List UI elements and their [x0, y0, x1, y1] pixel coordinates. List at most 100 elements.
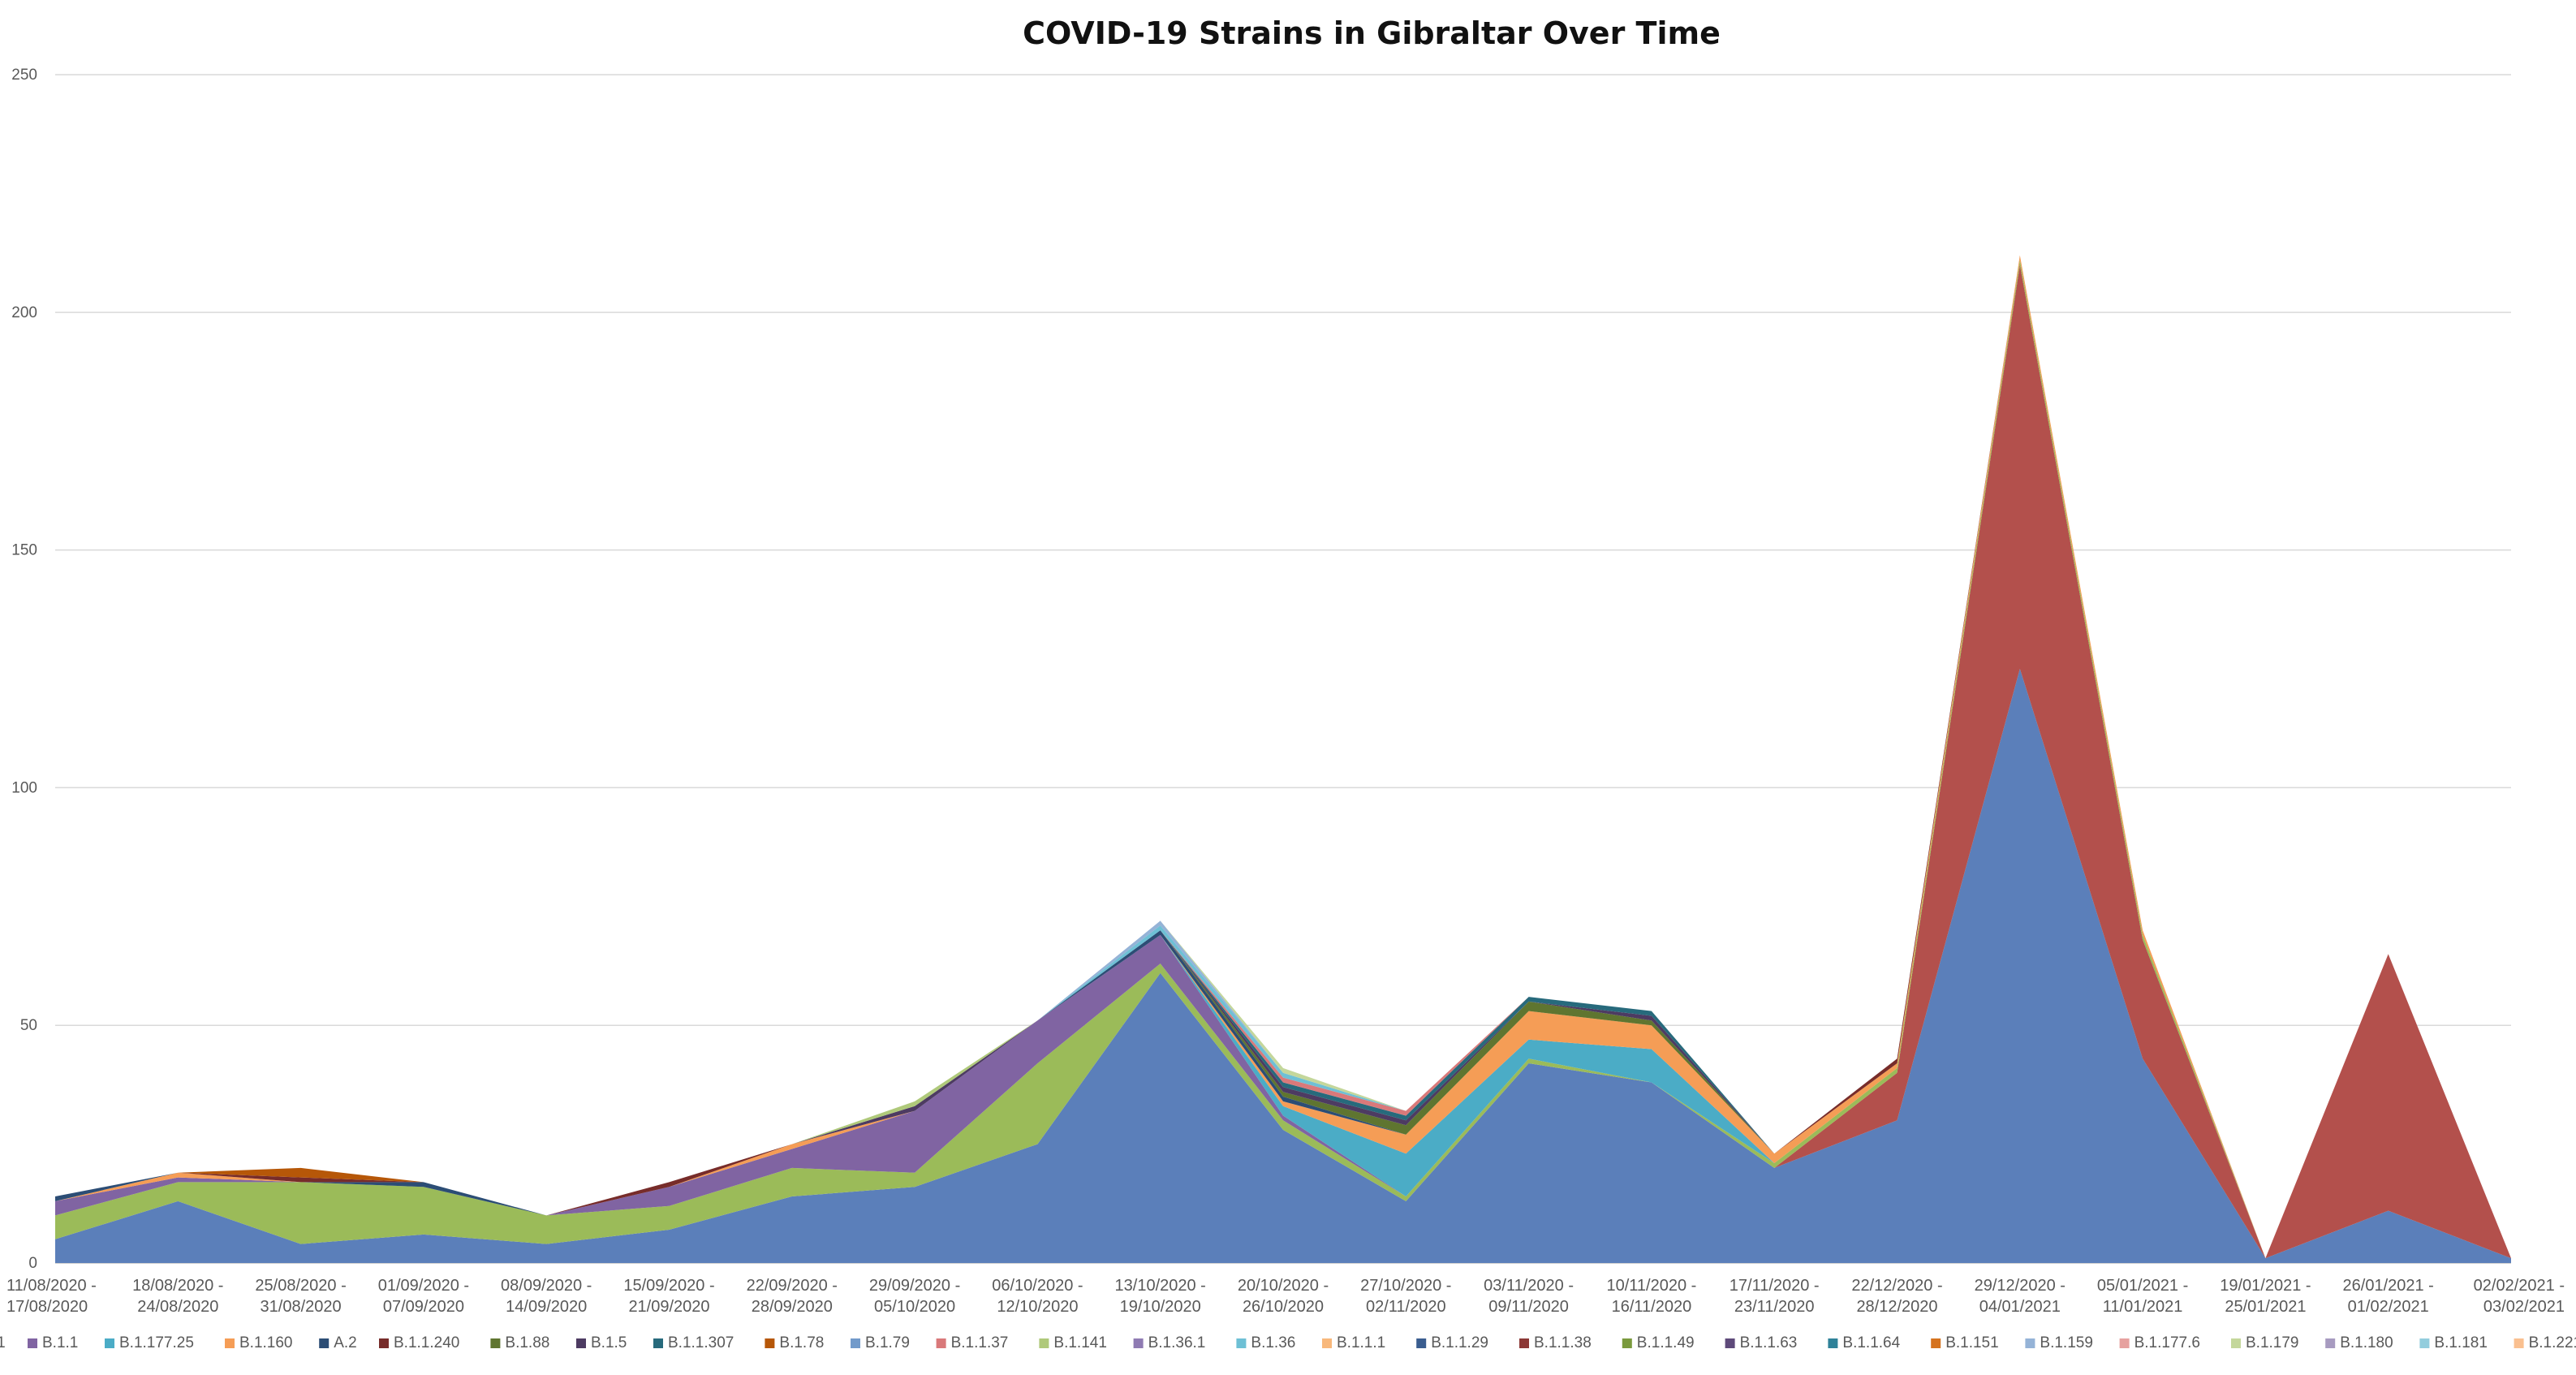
legend-label-a-2: A.2 [334, 1334, 357, 1351]
x-tick-label: 01/02/2021 [2348, 1298, 2429, 1316]
legend-label-b-1-1-240: B.1.1.240 [394, 1334, 459, 1351]
x-tick-label: 29/09/2020 - [869, 1277, 960, 1295]
x-tick-label: 28/12/2020 [1856, 1298, 1937, 1316]
legend-label-b-1-181: B.1.181 [2434, 1334, 2488, 1351]
x-tick-label: 01/09/2020 - [378, 1277, 469, 1295]
x-tick-label: 19/01/2021 - [2220, 1277, 2311, 1295]
legend-swatch-b-1-5 [576, 1338, 586, 1348]
legend-swatch-b-1-36 [1236, 1338, 1247, 1348]
legend-swatch-b-1-1-240 [379, 1338, 389, 1348]
legend-swatch-b-1-181 [2419, 1338, 2430, 1348]
legend-swatch-b-1-88 [490, 1338, 501, 1348]
legend-swatch-b-1-78 [765, 1338, 775, 1348]
legend-label-b-1-79: B.1.79 [865, 1334, 910, 1351]
legend-swatch-b-1-221 [2514, 1338, 2524, 1348]
x-tick-label: 12/10/2020 [997, 1298, 1078, 1316]
x-tick-label: 18/08/2020 - [132, 1277, 223, 1295]
chart-title: COVID-19 Strains in Gibraltar Over Time [1023, 15, 1721, 51]
legend-label-b-1-1-37: B.1.1.37 [951, 1334, 1009, 1351]
x-tick-label: 27/10/2020 - [1360, 1277, 1451, 1295]
legend-swatch-b-1-177-25 [105, 1338, 114, 1348]
x-tick-label: 25/01/2021 [2225, 1298, 2306, 1316]
legend-label-b-1-5: B.1.5 [591, 1334, 627, 1351]
x-tick-label: 07/09/2020 [383, 1298, 464, 1316]
x-tick-label: 05/10/2020 [874, 1298, 955, 1316]
legend-swatch-b-1-1-38 [1519, 1338, 1529, 1348]
legend-swatch-b-1-1-37 [936, 1338, 946, 1348]
legend-label-b-1-141: B.1.141 [1053, 1334, 1107, 1351]
x-tick-label: 22/12/2020 - [1851, 1277, 1942, 1295]
legend-swatch-b-1-1 [28, 1338, 37, 1348]
legend-label-b-1-180: B.1.180 [2340, 1334, 2393, 1351]
legend-label-b-1-1-29: B.1.1.29 [1431, 1334, 1488, 1351]
legend-label-b-1-160: B.1.160 [239, 1334, 293, 1351]
legend-label-b-1-151: B.1.151 [1945, 1334, 1999, 1351]
legend-swatch-b-1-159 [2025, 1338, 2035, 1348]
x-tick-label: 02/02/2021 - [2474, 1277, 2565, 1295]
y-tick-label: 0 [28, 1255, 37, 1272]
legend-label-b-1-1-1: B.1.1.1 [1337, 1334, 1385, 1351]
x-tick-label: 10/11/2020 - [1606, 1277, 1696, 1295]
y-tick-label: 100 [11, 779, 37, 796]
legend-swatch-b-1-160 [225, 1338, 235, 1348]
x-tick-label: 26/01/2021 - [2343, 1277, 2434, 1295]
x-tick-label: 15/09/2020 - [623, 1277, 714, 1295]
x-tick-label: 16/11/2020 [1612, 1298, 1692, 1316]
legend-label-b-1-1: B.1.1 [42, 1334, 78, 1351]
x-tick-label: 19/10/2020 [1120, 1298, 1201, 1316]
x-tick-label: 20/10/2020 - [1238, 1277, 1329, 1295]
x-tick-label: 29/12/2020 - [1975, 1277, 2066, 1295]
legend-label-b-1-1-63: B.1.1.63 [1740, 1334, 1798, 1351]
legend-label-b-1-179: B.1.179 [2246, 1334, 2299, 1351]
y-axis-ticks: 0 50 100 150 200 250 [11, 67, 37, 1272]
x-tick-label: 17/08/2020 [6, 1298, 88, 1316]
x-tick-label: 11/08/2020 - [6, 1277, 97, 1295]
legend-label-b-1-177-25: B.1.177.25 [119, 1334, 194, 1351]
legend: B.1.177B.1.1.7B.1B.1.1B.1.177.25B.1.160A… [0, 1334, 2576, 1351]
x-tick-label: 28/09/2020 [752, 1298, 833, 1316]
x-tick-label: 04/01/2021 [1979, 1298, 2061, 1316]
x-tick-label: 03/02/2021 [2483, 1298, 2565, 1316]
legend-swatch-b-1-1-307 [653, 1338, 663, 1348]
x-tick-label: 09/11/2020 [1488, 1298, 1569, 1316]
legend-swatch-b-1-180 [2325, 1338, 2336, 1348]
x-tick-label: 05/01/2021 - [2097, 1277, 2188, 1295]
x-tick-label: 02/11/2020 [1366, 1298, 1446, 1316]
series-areas [55, 255, 2511, 1263]
legend-label-b-1-1-307: B.1.1.307 [668, 1334, 734, 1351]
legend-label-b-1-221: B.1.221 [2529, 1334, 2576, 1351]
x-tick-label: 17/11/2020 - [1730, 1277, 1820, 1295]
legend-swatch-b-1-1-64 [1828, 1338, 1838, 1348]
x-tick-label: 06/10/2020 - [992, 1277, 1083, 1295]
x-tick-label: 23/11/2020 [1734, 1298, 1815, 1316]
legend-label-b-1: B.1 [0, 1334, 6, 1351]
area-series-b-1-177 [55, 669, 2511, 1263]
legend-label-b-1-1-49: B.1.1.49 [1637, 1334, 1695, 1351]
legend-label-b-1-1-38: B.1.1.38 [1534, 1334, 1592, 1351]
legend-swatch-b-1-141 [1039, 1338, 1049, 1348]
x-tick-label: 22/09/2020 - [747, 1277, 838, 1295]
legend-label-b-1-36-1: B.1.36.1 [1148, 1334, 1206, 1351]
legend-swatch-b-1-151 [1931, 1338, 1941, 1348]
legend-label-b-1-1-64: B.1.1.64 [1842, 1334, 1900, 1351]
x-tick-label: 24/08/2020 [137, 1298, 218, 1316]
x-tick-label: 25/08/2020 - [255, 1277, 346, 1295]
y-tick-label: 200 [11, 304, 37, 321]
legend-label-b-1-36: B.1.36 [1251, 1334, 1295, 1351]
y-tick-label: 150 [11, 542, 37, 559]
legend-label-b-1-78: B.1.78 [779, 1334, 824, 1351]
x-tick-label: 31/08/2020 [261, 1298, 342, 1316]
legend-swatch-a-2 [319, 1338, 330, 1348]
legend-swatch-b-1-179 [2231, 1338, 2241, 1348]
legend-swatch-b-1-177-6 [2119, 1338, 2130, 1348]
legend-swatch-b-1-1-63 [1725, 1338, 1735, 1348]
legend-swatch-b-1-1-29 [1416, 1338, 1427, 1348]
legend-swatch-b-1-36-1 [1133, 1338, 1144, 1348]
x-tick-label: 03/11/2020 - [1484, 1277, 1574, 1295]
x-tick-label: 13/10/2020 - [1115, 1277, 1206, 1295]
y-tick-label: 250 [11, 67, 37, 84]
x-tick-label: 26/10/2020 [1243, 1298, 1324, 1316]
x-tick-label: 21/09/2020 [628, 1298, 709, 1316]
